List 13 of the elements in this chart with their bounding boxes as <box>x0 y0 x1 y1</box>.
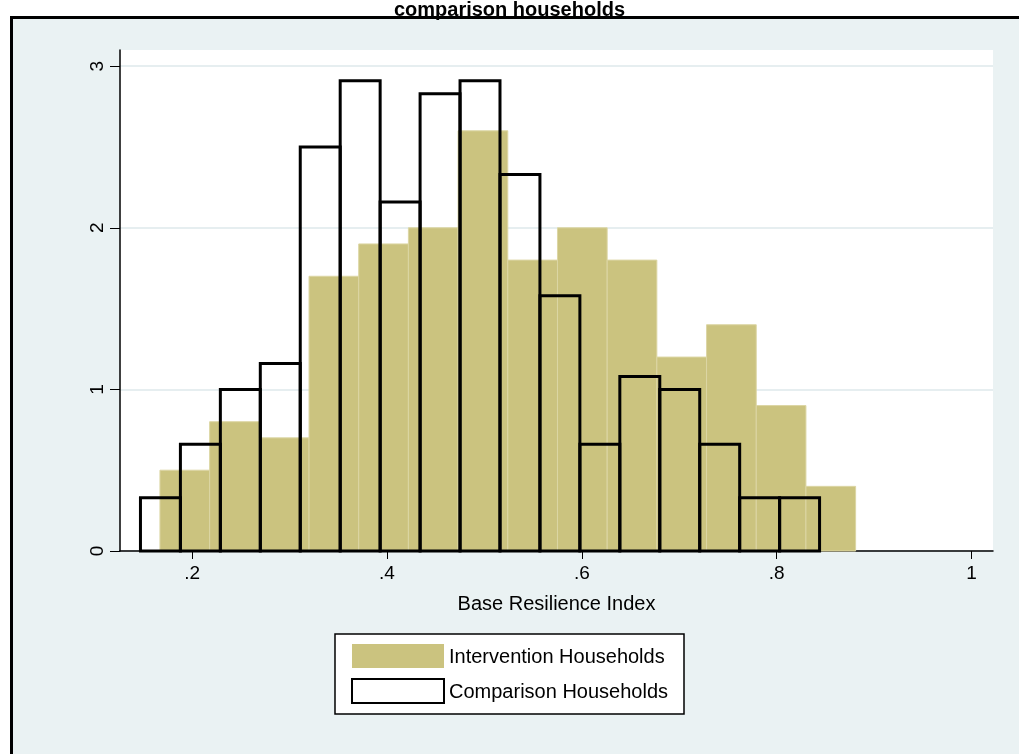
y-tick-label: 2 <box>86 222 107 234</box>
y-tick-label: 3 <box>86 60 107 72</box>
x-axis-title: Base Resilience Index <box>457 592 656 614</box>
x-tick-label: .6 <box>573 562 590 583</box>
legend-label: Intervention Households <box>449 645 665 667</box>
x-tick-label: .4 <box>379 562 396 583</box>
y-tick-label: 0 <box>86 545 107 557</box>
x-tick-label: .2 <box>184 562 201 583</box>
x-tick-label: .8 <box>768 562 785 583</box>
legend-label: Comparison Households <box>449 680 669 702</box>
chart-title: comparison households <box>393 0 626 20</box>
y-tick-label: 1 <box>86 384 107 395</box>
x-tick-label: 1 <box>966 562 977 583</box>
